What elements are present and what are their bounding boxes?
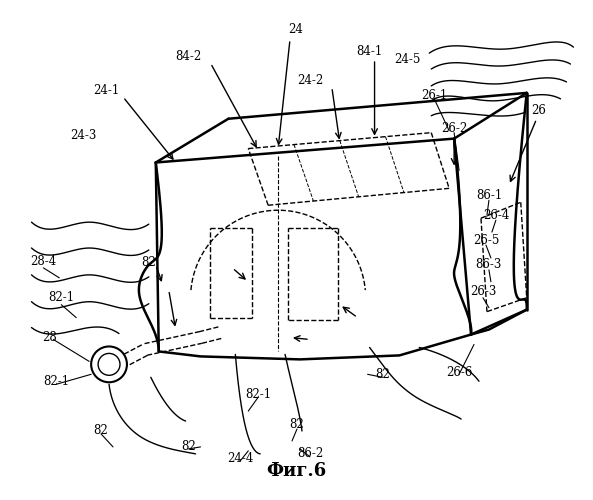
Text: 82: 82 — [289, 418, 304, 430]
Text: 86-2: 86-2 — [297, 448, 323, 460]
Text: 26-2: 26-2 — [441, 122, 467, 135]
Text: 82: 82 — [181, 440, 196, 454]
Text: 82-1: 82-1 — [245, 388, 271, 400]
Text: 26-3: 26-3 — [470, 286, 496, 298]
Text: Фиг.6: Фиг.6 — [266, 462, 326, 480]
Text: 24-5: 24-5 — [394, 52, 420, 66]
Text: 26-1: 26-1 — [421, 90, 447, 102]
Text: 28-4: 28-4 — [30, 256, 56, 268]
Text: 86-1: 86-1 — [476, 189, 502, 202]
Text: 26: 26 — [531, 104, 546, 118]
Text: 26-5: 26-5 — [473, 234, 499, 246]
Text: 82: 82 — [94, 424, 109, 438]
Text: 86-3: 86-3 — [476, 258, 502, 272]
Text: 26-6: 26-6 — [446, 366, 472, 379]
Text: 24: 24 — [289, 22, 304, 36]
Text: 28: 28 — [42, 331, 57, 344]
Text: 82-1: 82-1 — [43, 375, 69, 388]
Text: 24-2: 24-2 — [297, 74, 323, 88]
Text: 82: 82 — [142, 256, 156, 270]
Text: 84-1: 84-1 — [356, 44, 382, 58]
Text: 84-2: 84-2 — [176, 50, 202, 62]
Text: 24-4: 24-4 — [227, 452, 253, 466]
Text: 82-1: 82-1 — [48, 291, 74, 304]
Text: 82: 82 — [375, 368, 390, 381]
Text: 24-3: 24-3 — [70, 129, 97, 142]
Text: 24-1: 24-1 — [93, 84, 119, 98]
Text: 26-4: 26-4 — [483, 208, 509, 222]
